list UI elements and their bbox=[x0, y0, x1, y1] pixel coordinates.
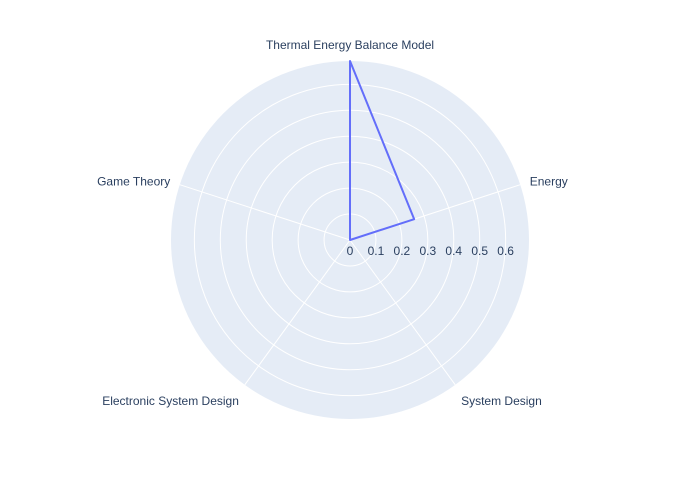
category-label: System Design bbox=[461, 394, 542, 408]
radial-tick-label: 0.3 bbox=[419, 244, 436, 258]
radial-tick-label: 0.2 bbox=[394, 244, 411, 258]
radial-tick-label: 0.4 bbox=[445, 244, 462, 258]
category-label: Electronic System Design bbox=[102, 394, 239, 408]
category-label: Game Theory bbox=[97, 175, 170, 189]
series-layer bbox=[349, 60, 416, 241]
radial-tick-label: 0.1 bbox=[368, 244, 385, 258]
radial-tick-label: 0.5 bbox=[471, 244, 488, 258]
category-label: Energy bbox=[530, 175, 568, 189]
grid-spoke bbox=[349, 239, 456, 386]
radial-tick-labels: 0 0.1 0.2 0.3 0.4 0.5 0.6 bbox=[347, 244, 515, 258]
angular-axis-labels: Thermal Energy Balance Model Energy System… bbox=[97, 38, 568, 408]
radial-tick-label: 0 bbox=[347, 244, 354, 258]
category-label: Thermal Energy Balance Model bbox=[266, 38, 434, 52]
grid-spoke bbox=[179, 184, 351, 241]
series-line bbox=[349, 60, 416, 241]
radial-tick-label: 0.6 bbox=[497, 244, 514, 258]
grid-spoke bbox=[244, 239, 351, 386]
